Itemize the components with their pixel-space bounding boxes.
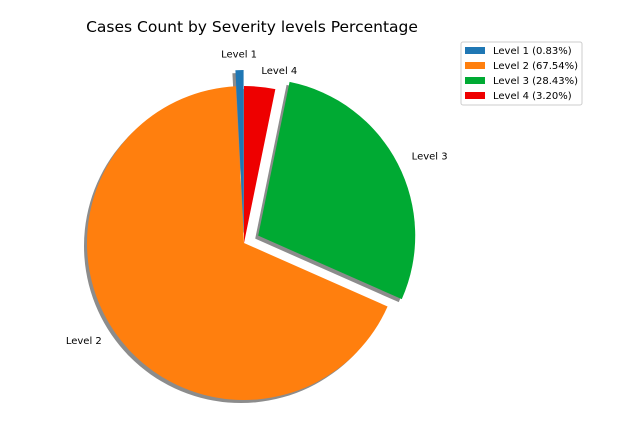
legend-label-level-2: Level 2 (67.54%) bbox=[493, 61, 578, 72]
chart-title: Cases Count by Severity levels Percentag… bbox=[86, 18, 418, 36]
legend-swatch-level-4 bbox=[465, 92, 485, 99]
slice-label-level-2: Level 2 bbox=[66, 336, 102, 347]
legend-label-level-1: Level 1 (0.83%) bbox=[493, 46, 572, 57]
pie-slice-level-2 bbox=[87, 86, 388, 401]
legend-swatch-level-1 bbox=[465, 47, 485, 54]
pie-slices bbox=[87, 70, 416, 401]
pie-slice-level-1 bbox=[235, 70, 244, 228]
legend-label-level-4: Level 4 (3.20%) bbox=[493, 91, 572, 102]
legend-swatch-level-2 bbox=[465, 62, 485, 69]
slice-label-level-4: Level 4 bbox=[261, 66, 297, 77]
legend-swatch-level-3 bbox=[465, 77, 485, 84]
pie-slice-level-4 bbox=[244, 86, 276, 243]
pie-slice-level-3 bbox=[258, 81, 416, 300]
slice-labels: Level 1 Level 2 Level 3 Level 4 bbox=[66, 49, 448, 347]
legend-frame bbox=[460, 41, 583, 106]
legend: Level 1 (0.83%) Level 2 (67.54%) Level 3 (… bbox=[460, 41, 583, 106]
slice-label-level-3: Level 3 bbox=[412, 151, 448, 162]
slice-label-level-1: Level 1 bbox=[221, 49, 257, 60]
legend-label-level-3: Level 3 (28.43%) bbox=[493, 76, 578, 87]
